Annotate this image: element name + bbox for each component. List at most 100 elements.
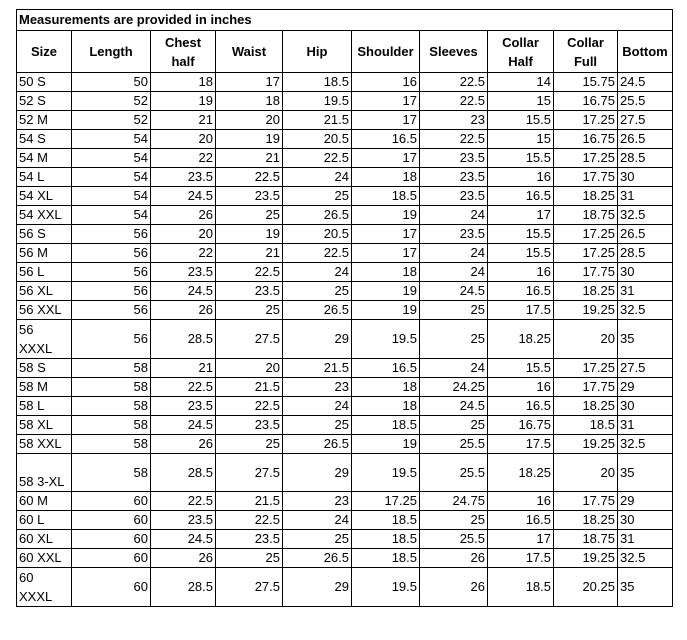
table-title: Measurements are provided in inches <box>16 9 673 31</box>
header-sleeves: Sleeves <box>419 30 488 73</box>
cell-sleeves: 25.5 <box>419 434 488 454</box>
cell-length: 54 <box>71 186 151 206</box>
cell-hip: 24 <box>282 167 352 187</box>
cell-sleeves: 23.5 <box>419 148 488 168</box>
cell-waist: 20 <box>215 358 283 378</box>
cell-collar-half: 15.5 <box>487 148 554 168</box>
header-chest-half: Chest half <box>150 30 216 73</box>
cell-bottom: 29 <box>617 377 673 397</box>
cell-size: 60 L <box>16 510 72 530</box>
cell-sleeves: 26 <box>419 567 488 607</box>
cell-size: 60 XL <box>16 529 72 549</box>
cell-collar-full: 17.25 <box>553 224 618 244</box>
cell-chest-half: 23.5 <box>150 262 216 282</box>
cell-shoulder: 18 <box>351 167 420 187</box>
cell-size: 58 XL <box>16 415 72 435</box>
cell-shoulder: 17 <box>351 91 420 111</box>
cell-shoulder: 18 <box>351 377 420 397</box>
table-row: 58 L 58 23.5 22.5 24 18 24.5 16.5 18.25 30 <box>16 396 673 416</box>
cell-length: 52 <box>71 110 151 130</box>
cell-chest-half: 22 <box>150 243 216 263</box>
table-row: 58 3-XL 58 28.5 27.5 29 19.5 25.5 18.25 20 35 <box>16 453 673 492</box>
cell-hip: 25 <box>282 186 352 206</box>
cell-sleeves: 22.5 <box>419 91 488 111</box>
cell-shoulder: 16.5 <box>351 358 420 378</box>
cell-collar-full: 17.75 <box>553 167 618 187</box>
table-row: 56 XL 56 24.5 23.5 25 19 24.5 16.5 18.25 31 <box>16 281 673 301</box>
cell-sleeves: 22.5 <box>419 72 488 92</box>
cell-shoulder: 18 <box>351 396 420 416</box>
cell-waist: 21 <box>215 243 283 263</box>
cell-waist: 25 <box>215 205 283 225</box>
cell-size: 58 3-XL <box>16 453 72 492</box>
cell-chest-half: 20 <box>150 129 216 149</box>
cell-length: 56 <box>71 224 151 244</box>
table-row: 58 S 58 21 20 21.5 16.5 24 15.5 17.25 27.5 <box>16 358 673 378</box>
cell-bottom: 31 <box>617 415 673 435</box>
cell-collar-full: 18.25 <box>553 186 618 206</box>
cell-hip: 26.5 <box>282 300 352 320</box>
cell-collar-half: 16.5 <box>487 281 554 301</box>
cell-collar-full: 18.25 <box>553 281 618 301</box>
cell-chest-half: 23.5 <box>150 167 216 187</box>
cell-collar-half: 16.75 <box>487 415 554 435</box>
cell-length: 52 <box>71 91 151 111</box>
cell-collar-full: 19.25 <box>553 300 618 320</box>
cell-size: 56 L <box>16 262 72 282</box>
cell-length: 60 <box>71 510 151 530</box>
cell-collar-full: 15.75 <box>553 72 618 92</box>
cell-hip: 24 <box>282 510 352 530</box>
cell-shoulder: 18.5 <box>351 186 420 206</box>
cell-chest-half: 24.5 <box>150 529 216 549</box>
cell-sleeves: 24.5 <box>419 281 488 301</box>
cell-collar-half: 17.5 <box>487 434 554 454</box>
cell-shoulder: 19 <box>351 300 420 320</box>
table-row: 60 XL 60 24.5 23.5 25 18.5 25.5 17 18.75 31 <box>16 529 673 549</box>
cell-bottom: 32.5 <box>617 434 673 454</box>
cell-size: 60 M <box>16 491 72 511</box>
table-row: 58 M 58 22.5 21.5 23 18 24.25 16 17.75 29 <box>16 377 673 397</box>
cell-bottom: 29 <box>617 491 673 511</box>
cell-size: 56 S <box>16 224 72 244</box>
cell-sleeves: 25.5 <box>419 529 488 549</box>
cell-waist: 22.5 <box>215 262 283 282</box>
table-row: 56 S 56 20 19 20.5 17 23.5 15.5 17.25 26.5 <box>16 224 673 244</box>
cell-length: 50 <box>71 72 151 92</box>
cell-shoulder: 17 <box>351 148 420 168</box>
cell-bottom: 32.5 <box>617 548 673 568</box>
cell-collar-half: 17 <box>487 205 554 225</box>
cell-bottom: 27.5 <box>617 358 673 378</box>
cell-sleeves: 25.5 <box>419 453 488 492</box>
cell-collar-full: 17.75 <box>553 262 618 282</box>
cell-chest-half: 20 <box>150 224 216 244</box>
cell-collar-full: 18.75 <box>553 205 618 225</box>
cell-sleeves: 23.5 <box>419 186 488 206</box>
cell-chest-half: 22.5 <box>150 377 216 397</box>
table-row: 58 XXL 58 26 25 26.5 19 25.5 17.5 19.25 32.5 <box>16 434 673 454</box>
cell-hip: 24 <box>282 262 352 282</box>
cell-shoulder: 18.5 <box>351 548 420 568</box>
cell-size: 58 S <box>16 358 72 378</box>
cell-shoulder: 18 <box>351 262 420 282</box>
cell-length: 60 <box>71 567 151 607</box>
cell-chest-half: 18 <box>150 72 216 92</box>
cell-bottom: 27.5 <box>617 110 673 130</box>
table-row: 54 S 54 20 19 20.5 16.5 22.5 15 16.75 26.5 <box>16 129 673 149</box>
cell-bottom: 30 <box>617 510 673 530</box>
table-row: 56 L 56 23.5 22.5 24 18 24 16 17.75 30 <box>16 262 673 282</box>
cell-size: 56 XXL <box>16 300 72 320</box>
cell-hip: 29 <box>282 453 352 492</box>
cell-length: 58 <box>71 377 151 397</box>
cell-sleeves: 25 <box>419 415 488 435</box>
cell-collar-full: 20.25 <box>553 567 618 607</box>
cell-collar-half: 17.5 <box>487 300 554 320</box>
cell-bottom: 28.5 <box>617 148 673 168</box>
cell-bottom: 31 <box>617 529 673 549</box>
cell-collar-half: 16.5 <box>487 510 554 530</box>
cell-size: 58 M <box>16 377 72 397</box>
cell-bottom: 28.5 <box>617 243 673 263</box>
table-row: 54 XXL 54 26 25 26.5 19 24 17 18.75 32.5 <box>16 205 673 225</box>
cell-shoulder: 18.5 <box>351 529 420 549</box>
cell-length: 56 <box>71 319 151 359</box>
cell-hip: 29 <box>282 567 352 607</box>
